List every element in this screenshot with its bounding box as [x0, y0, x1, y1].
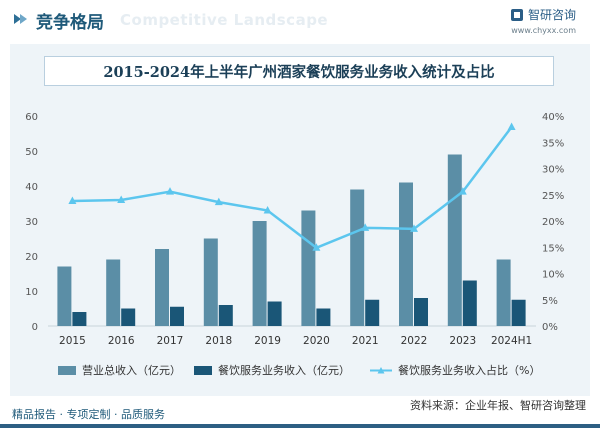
- legend-item-catering-share: 餐饮服务业务收入占比（%）: [370, 362, 540, 378]
- y-right-tick-label: 10%: [542, 270, 564, 281]
- point-catering-share: [214, 197, 223, 206]
- point-catering-share: [410, 224, 418, 232]
- y-right-tick-label: 25%: [542, 191, 564, 202]
- bar-catering-revenue: [414, 298, 428, 326]
- x-tick-label: 2016: [108, 335, 135, 347]
- bar-catering-revenue: [72, 312, 87, 326]
- x-tick-label: 2024H1: [491, 335, 532, 347]
- y-left-tick-label: 50: [25, 147, 38, 158]
- legend-label-catering-revenue: 餐饮服务业务收入（亿元）: [218, 364, 350, 377]
- y-left-tick-label: 0: [32, 322, 38, 333]
- bar-total-revenue: [301, 210, 316, 326]
- legend-swatch-total-revenue: [58, 365, 76, 375]
- bar-total-revenue: [155, 249, 169, 326]
- bar-catering-revenue: [511, 299, 526, 326]
- x-tick-label: 2023: [449, 335, 476, 347]
- bar-catering-revenue: [267, 301, 282, 326]
- section-icon: [14, 14, 27, 24]
- bar-total-revenue: [57, 266, 72, 326]
- bar-catering-revenue: [121, 308, 136, 326]
- bar-total-revenue: [106, 259, 121, 326]
- x-tick-label: 2020: [303, 335, 330, 347]
- section-ghost-text: Competitive Landscape: [120, 11, 329, 29]
- brand-site: www.chyxx.com: [511, 26, 576, 35]
- y-right-tick-label: 5%: [542, 296, 558, 307]
- y-left-tick-label: 30: [25, 217, 38, 228]
- y-right-tick-label: 30%: [542, 165, 564, 176]
- bar-catering-revenue: [316, 308, 331, 326]
- y-right-tick-label: 35%: [542, 138, 564, 149]
- y-right-tick-label: 40%: [542, 112, 564, 123]
- chart-title-box: 2015-2024年上半年广州酒家餐饮服务业务收入统计及占比: [44, 56, 554, 86]
- point-catering-share: [312, 243, 321, 251]
- point-catering-share: [507, 122, 516, 131]
- point-catering-share: [263, 206, 272, 214]
- footer-bar: 精品报告 · 专项定制 · 品质服务 资料来源：企业年报、智研咨询整理: [0, 396, 600, 428]
- legend-swatch-catering-share: [370, 366, 392, 373]
- footer-source: 资料来源：企业年报、智研咨询整理: [410, 399, 586, 412]
- brand-name: 智研咨询: [527, 8, 576, 22]
- bar-total-revenue: [496, 259, 511, 326]
- bar-catering-revenue: [462, 280, 477, 326]
- point-catering-share: [361, 223, 370, 231]
- point-catering-share: [166, 187, 174, 195]
- footer-tagline: 精品报告 · 专项定制 · 品质服务: [12, 408, 165, 421]
- footer-stripe: [0, 424, 600, 428]
- y-left-tick-label: 10: [25, 287, 38, 298]
- x-tick-label: 2019: [254, 335, 281, 347]
- bar-total-revenue: [252, 221, 267, 326]
- chart-panel: [10, 44, 590, 396]
- y-left-tick-label: 20: [25, 252, 38, 263]
- legend-swatch-catering-revenue: [194, 365, 212, 375]
- x-tick-label: 2017: [157, 335, 184, 347]
- x-tick-label: 2018: [205, 335, 232, 347]
- bar-total-revenue: [350, 189, 365, 326]
- bar-total-revenue: [203, 238, 218, 326]
- bar-total-revenue: [447, 154, 462, 326]
- y-right-tick-label: 15%: [542, 243, 564, 254]
- section-title: 竞争格局: [36, 13, 104, 33]
- y-left-tick-label: 40: [25, 182, 38, 193]
- bar-catering-revenue: [170, 306, 184, 326]
- bar-total-revenue: [399, 182, 413, 326]
- y-right-tick-label: 0%: [542, 322, 558, 333]
- legend-label-catering-share: 餐饮服务业务收入占比（%）: [398, 364, 541, 377]
- point-catering-share: [117, 195, 126, 203]
- line-catering-share: [72, 126, 513, 250]
- chart-title: 2015-2024年上半年广州酒家餐饮服务业务收入统计及占比: [103, 63, 495, 81]
- y-right-tick-label: 20%: [542, 217, 564, 228]
- brand-mark-icon: [510, 8, 523, 21]
- x-tick-label: 2015: [59, 335, 86, 347]
- point-catering-share: [68, 196, 77, 205]
- x-tick-label: 2022: [401, 335, 428, 347]
- header-bar: 竞争格局 Competitive Landscape 智研咨询 www.chyx…: [0, 0, 600, 40]
- bar-catering-revenue: [218, 305, 233, 326]
- x-tick-label: 2021: [352, 335, 379, 347]
- legend-item-total-revenue: 营业总收入（亿元）: [58, 362, 181, 378]
- legend-label-total-revenue: 营业总收入（亿元）: [82, 364, 181, 377]
- brand-logo: 智研咨询: [510, 6, 576, 23]
- y-left-tick-label: 60: [25, 112, 38, 123]
- point-catering-share: [458, 187, 467, 195]
- chart-legend: 营业总收入（亿元） 餐饮服务业务收入（亿元） 餐饮服务业务收入占比（%）: [0, 362, 600, 382]
- legend-item-catering-revenue: 餐饮服务业务收入（亿元）: [194, 362, 350, 378]
- bar-catering-revenue: [365, 299, 380, 326]
